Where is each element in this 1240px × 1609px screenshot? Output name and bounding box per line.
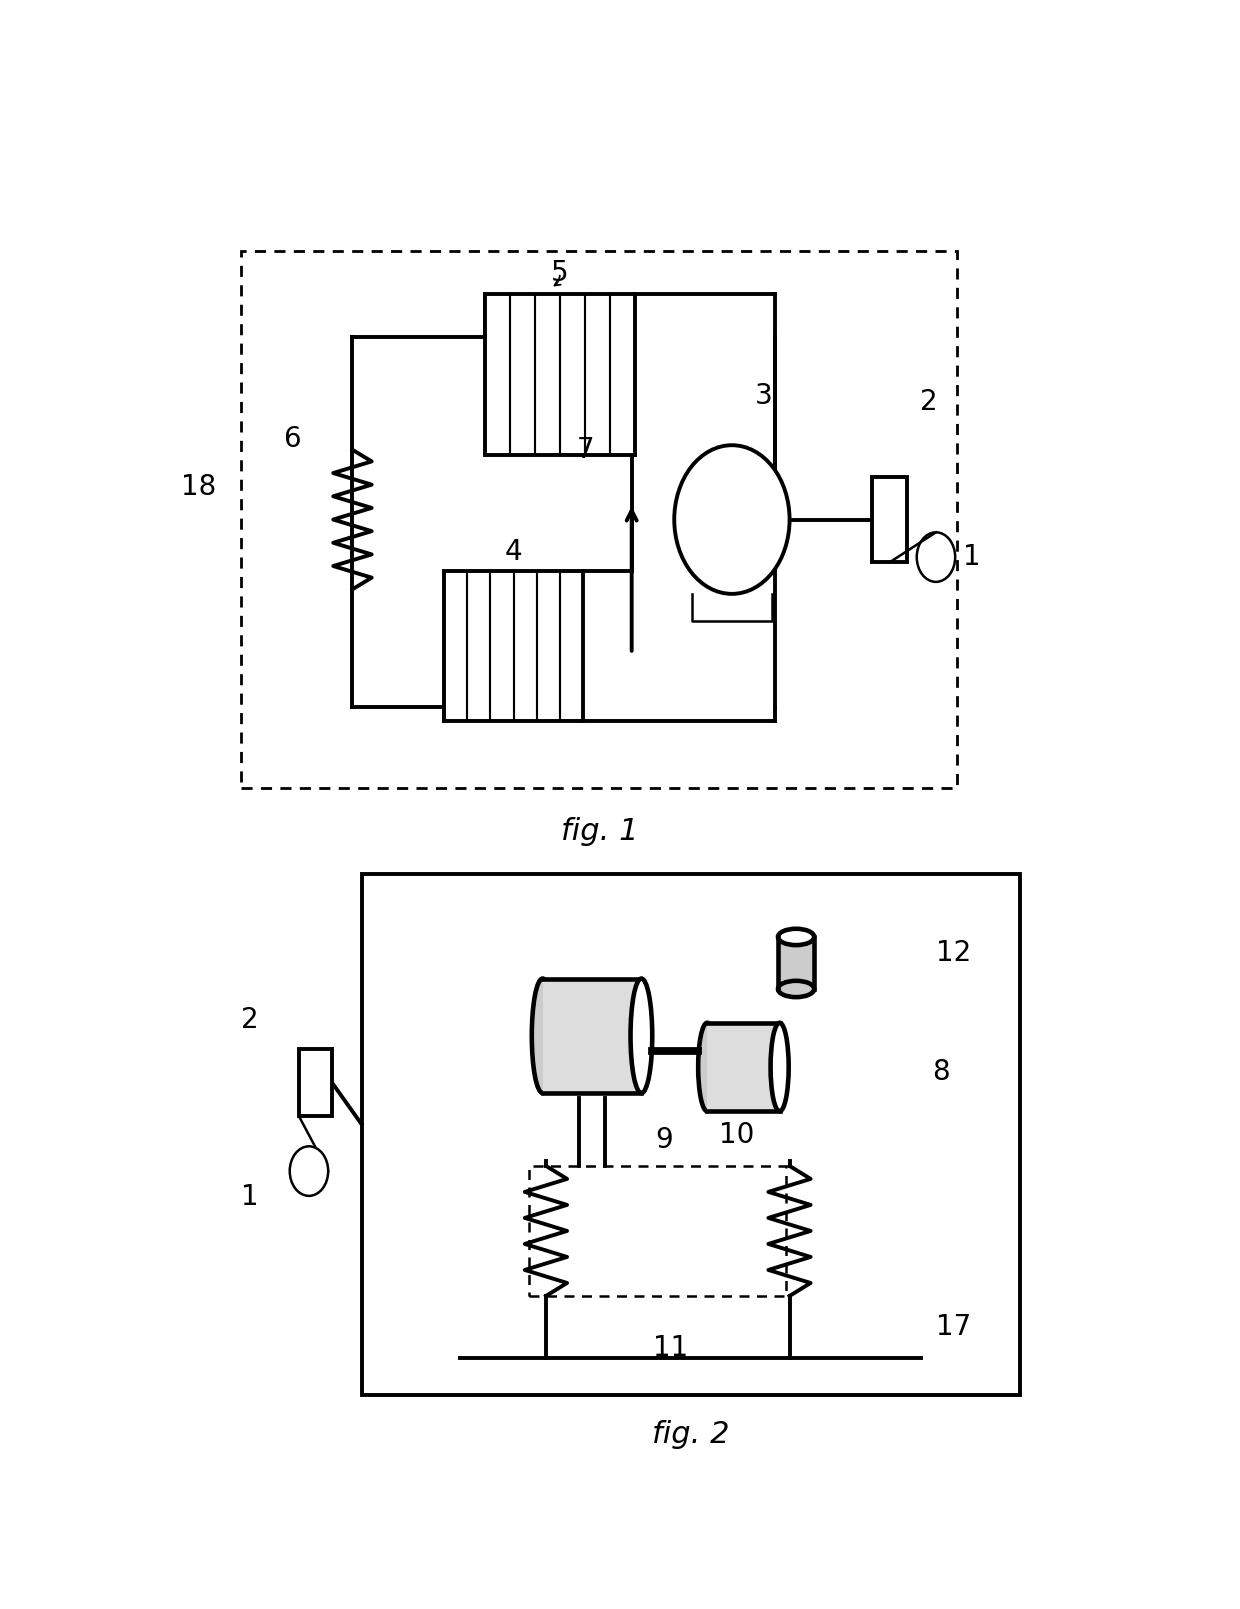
Text: 8: 8: [932, 1059, 950, 1086]
Bar: [362, 874, 1021, 1395]
Bar: [485, 294, 635, 455]
Ellipse shape: [630, 978, 652, 1093]
Circle shape: [290, 1146, 329, 1195]
Text: 18: 18: [181, 473, 216, 502]
Bar: [777, 936, 815, 990]
Text: 12: 12: [936, 938, 972, 967]
Text: 2: 2: [241, 1006, 258, 1035]
Text: fig. 2: fig. 2: [652, 1421, 729, 1450]
Bar: [299, 1049, 332, 1117]
Bar: [872, 476, 906, 563]
Bar: [444, 571, 583, 721]
Bar: [529, 1167, 786, 1295]
Circle shape: [675, 446, 790, 594]
Ellipse shape: [777, 981, 815, 998]
Ellipse shape: [532, 978, 553, 1093]
Circle shape: [916, 533, 955, 582]
Text: 17: 17: [936, 1313, 972, 1342]
Text: 11: 11: [653, 1334, 688, 1361]
Text: fig. 1: fig. 1: [560, 817, 639, 846]
Text: 9: 9: [656, 1126, 673, 1154]
Text: 1: 1: [241, 1183, 258, 1212]
Bar: [543, 978, 641, 1093]
Ellipse shape: [698, 1023, 717, 1112]
Text: 10: 10: [719, 1120, 754, 1149]
Text: 7: 7: [577, 436, 594, 463]
Bar: [707, 1023, 780, 1112]
Ellipse shape: [777, 928, 815, 944]
Text: 5: 5: [552, 259, 569, 286]
Text: 6: 6: [283, 425, 300, 454]
Ellipse shape: [770, 1023, 789, 1112]
Text: 1: 1: [963, 544, 981, 571]
Text: 3: 3: [755, 383, 773, 410]
Text: 2: 2: [920, 388, 937, 415]
Bar: [242, 251, 957, 788]
Text: 4: 4: [505, 537, 522, 566]
